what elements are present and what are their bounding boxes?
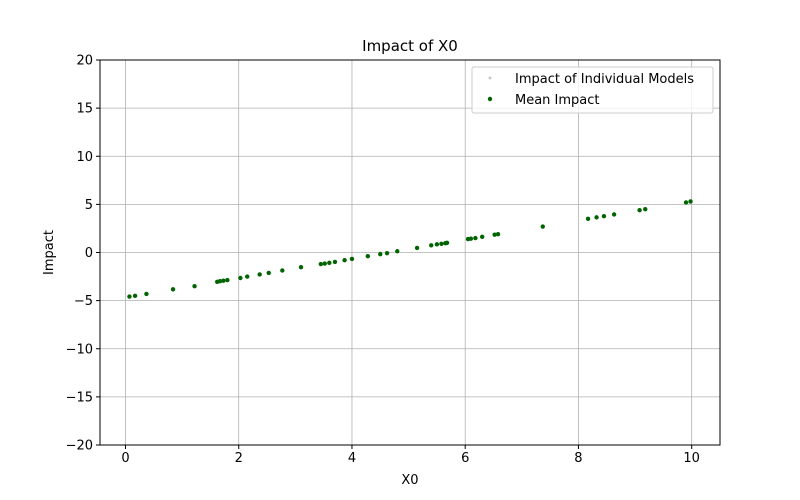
mean-impact-point [322,261,327,266]
y-tick-label: −5 [74,294,93,309]
x-axis-label: X0 [401,473,418,488]
mean-impact-point [468,236,474,241]
mean-impact-point [495,232,501,237]
y-tick-label: 5 [85,198,93,213]
legend: Impact of Individual Models Mean Impact [471,66,714,114]
chart-title: Impact of X0 [362,37,458,55]
mean-impact-point [492,232,497,237]
mean-impact-point [540,224,545,229]
mean-impact-point [643,206,648,212]
mean-impact-point [683,200,689,205]
y-tick-label: 15 [76,102,93,117]
mean-impact-point [238,275,243,281]
mean-impact-point [132,293,138,299]
mean-impact-point [637,207,642,213]
mean-impact-point [266,270,271,276]
x-tick-label: 2 [235,451,243,466]
y-tick-label: 10 [76,150,93,165]
y-tick-label: −20 [66,439,93,454]
mean-impact-point [594,215,599,220]
mean-impact-point [349,256,355,262]
y-tick-label: 0 [85,246,93,261]
mean-impact-point [332,259,338,265]
y-tick-label: 20 [76,54,93,69]
mean-impact-point [225,277,230,283]
mean-impact-point [327,260,332,265]
mean-impact-point [378,251,383,257]
legend-box [471,66,714,114]
mean-impact-point [245,274,250,279]
mean-impact-point [384,250,390,256]
mean-impact-point [144,291,149,297]
y-tick-label: −10 [66,342,93,357]
mean-impact-point [439,241,444,247]
x-tick-label: 10 [683,451,700,466]
y-tick-label: −15 [66,390,93,405]
x-tick-label: 4 [348,451,356,466]
mean-impact-point [611,212,617,217]
legend-label-mean: Mean Impact [515,93,600,108]
mean-impact-point [217,278,223,284]
mean-impact-point [342,258,347,263]
mean-impact-point [688,199,693,204]
mean-impact-point [601,214,607,219]
mean-impact-point [429,243,434,248]
mean-impact-point [479,234,485,240]
legend-marker-mean [487,96,493,102]
mean-impact-point [473,235,478,241]
mean-impact-point [221,278,226,283]
x-tick-label: 8 [574,451,582,466]
mean-impact-point [365,253,371,259]
mean-impact-point [298,265,304,270]
mean-impact-point [318,261,324,267]
x-tick-label: 0 [121,451,129,466]
mean-impact-point [192,283,197,289]
mean-impact-point [127,294,132,299]
mean-impact-point [414,245,420,251]
mean-impact-point [434,242,440,247]
data-points [127,199,693,299]
y-axis-label: Impact [42,230,57,275]
mean-impact-point [395,249,400,254]
axis-ticks: 0 2 4 6 8 10 −20 −15 −10 −5 0 5 10 15 20 [66,54,700,467]
mean-impact-point [585,216,591,222]
x-tick-label: 6 [461,451,469,466]
mean-impact-point [170,287,176,292]
mean-impact-point [257,272,262,277]
mean-impact-point [280,268,285,273]
legend-label-individual: Impact of Individual Models [515,72,694,87]
mean-impact-point [444,240,450,246]
legend-marker-individual [488,76,492,80]
